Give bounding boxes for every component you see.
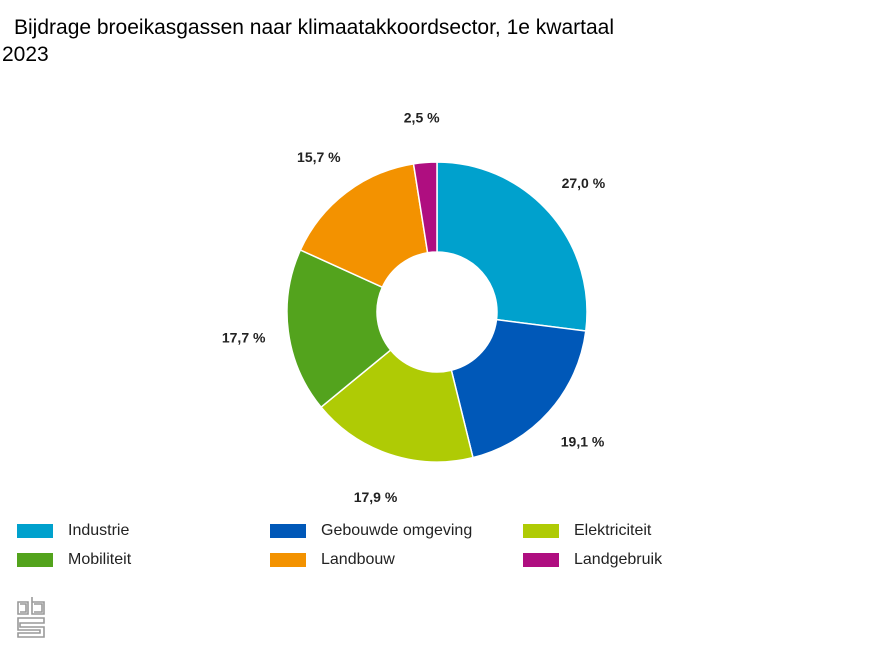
legend-item[interactable]: Gebouwde omgeving (270, 522, 472, 540)
legend-item[interactable]: Industrie (17, 522, 129, 540)
slice-mobiliteit[interactable] (286, 249, 392, 409)
donut-chart: 27,0 % 19,1 % 17,9 % 17,7 % 15,7 % 2,5 % (222, 110, 606, 505)
legend-label: Gebouwde omgeving (321, 522, 473, 539)
data-label: 17,7 % (222, 329, 266, 345)
legend-label: Mobiliteit (68, 551, 132, 568)
cbs-logo (17, 597, 45, 638)
legend-item[interactable]: Landgebruik (523, 551, 662, 569)
legend-label: Landbouw (321, 551, 395, 568)
data-label: 2,5 % (404, 110, 440, 126)
legend-label: Elektriciteit (574, 522, 652, 539)
slice-industrie[interactable] (436, 161, 588, 332)
data-label: 15,7 % (297, 149, 341, 165)
legend-item[interactable]: Mobiliteit (17, 551, 131, 569)
legend-item[interactable]: Landbouw (270, 551, 395, 569)
legend-swatch (523, 524, 559, 538)
data-label: 19,1 % (561, 434, 605, 450)
legend-label: Industrie (68, 522, 130, 539)
slice-landgebruik[interactable] (412, 161, 438, 254)
data-label: 17,9 % (354, 489, 398, 505)
legend-swatch (270, 553, 306, 567)
data-label: 27,0 % (562, 175, 606, 191)
legend-swatch (17, 524, 53, 538)
legend-label: Landgebruik (574, 551, 663, 568)
slice-gebouwde-omgeving[interactable] (450, 318, 587, 459)
legend-item[interactable]: Elektriciteit (523, 522, 651, 540)
slice-landbouw[interactable] (299, 162, 429, 289)
legend-swatch (523, 553, 559, 567)
slice-elektriciteit[interactable] (319, 349, 474, 463)
legend-swatch (17, 553, 53, 567)
legend-swatch (270, 524, 306, 538)
chart-title: Bijdrage broeikasgassen naar klimaatakko… (2, 16, 614, 66)
